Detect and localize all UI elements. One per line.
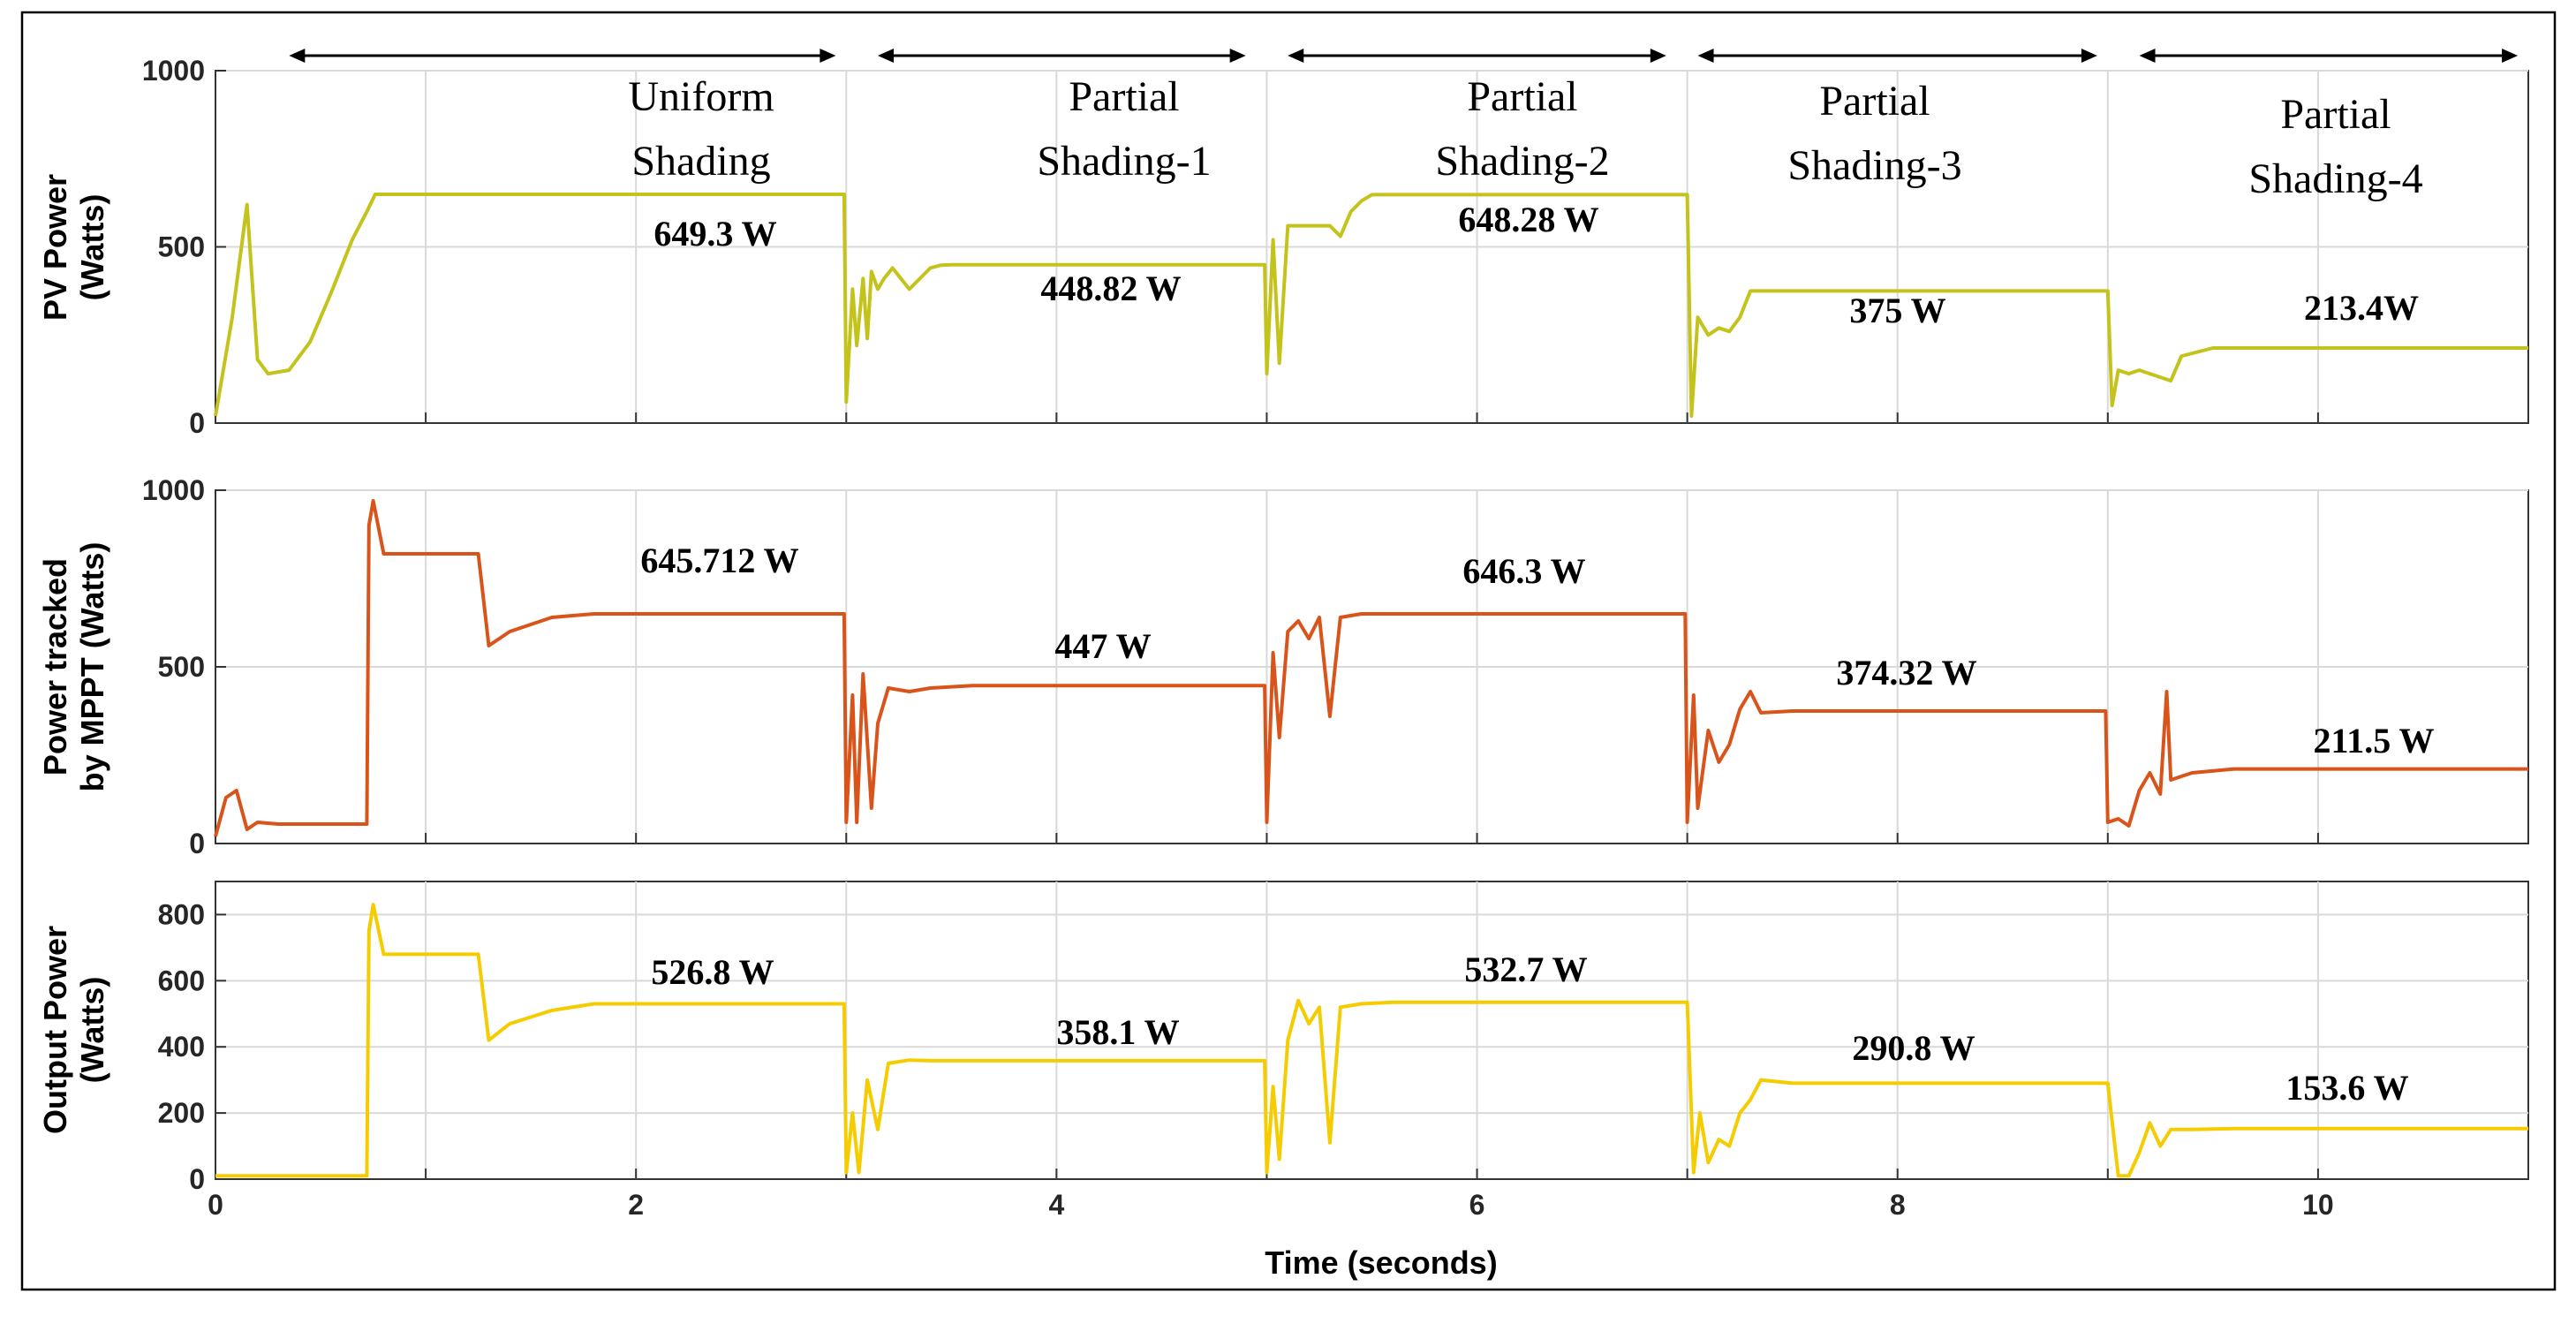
pv-power-value-partial-2: 648.28 W (1458, 200, 1598, 239)
output-power-xtick-label: 2 (628, 1189, 644, 1221)
pv-power-panel: 0 500 1000 PV Power (Watts) Uniform Shadin… (37, 49, 2529, 439)
output-power-ytick-label: 600 (158, 965, 205, 996)
mppt-power-ylabel-line-1: Power tracked (37, 558, 73, 775)
mppt-power-ytick-label: 0 (189, 828, 205, 859)
region-label-partial-4-line-2: Shading-4 (2248, 155, 2422, 202)
mppt-power-value-uniform: 645.712 W (640, 541, 798, 580)
output-power-ytick-label: 800 (158, 898, 205, 930)
mppt-power-grid (215, 489, 2528, 844)
region-arrow-head-right (820, 49, 836, 63)
output-power-grid (215, 881, 2528, 1179)
region-arrow-head-right (2502, 49, 2519, 63)
pv-power-ytick-label: 0 (189, 407, 205, 439)
region-labels: Uniform Shading Partial Shading-1 Partia… (628, 73, 2422, 202)
mppt-power-ticks: 0 500 1000 (142, 474, 2529, 859)
region-arrow-head-left (1288, 49, 1304, 63)
pv-power-value-partial-1: 448.82 W (1040, 269, 1181, 308)
output-power-xtick-label: 4 (1048, 1189, 1064, 1221)
output-power-xtick-label: 8 (1890, 1189, 1906, 1221)
pv-power-value-partial-3: 375 W (1849, 291, 1945, 330)
pv-power-ylabel-line-1: PV Power (37, 174, 73, 321)
output-power-ytick-label: 400 (158, 1031, 205, 1063)
output-power-value-uniform: 526.8 W (651, 952, 774, 992)
mppt-power-value-labels: 645.712 W 447 W 646.3 W 374.32 W 211.5 W (640, 541, 2434, 760)
region-arrow-head-right (1650, 49, 1666, 63)
mppt-power-panel: 0 500 1000 Power tracked by MPPT (Watts) 6… (37, 474, 2529, 859)
pv-power-ytick-label: 500 (158, 231, 205, 263)
region-label-partial-1-line-1: Partial (1069, 73, 1179, 120)
output-power-xtick-label: 6 (1469, 1189, 1485, 1221)
pv-power-ytick-label: 1000 (142, 55, 205, 87)
region-arrow-head-left (877, 49, 894, 63)
mppt-power-value-partial-4: 211.5 W (2313, 721, 2434, 760)
pv-power-value-partial-4: 213.4W (2304, 288, 2419, 328)
output-power-value-labels: 526.8 W 358.1 W 532.7 W 290.8 W 153.6 W (651, 949, 2408, 1108)
region-arrows (289, 49, 2519, 63)
region-label-partial-4-line-1: Partial (2280, 91, 2391, 138)
pv-power-value-uniform: 649.3 W (653, 214, 776, 253)
region-arrow-head-right (2081, 49, 2097, 63)
mppt-power-ylabel: Power tracked by MPPT (Watts) (37, 542, 110, 792)
output-power-value-partial-4: 153.6 W (2285, 1068, 2408, 1108)
output-power-axes (215, 881, 2529, 1180)
output-power-ylabel: Output Power (Watts) (37, 926, 110, 1134)
mppt-power-ytick-label: 500 (158, 651, 205, 683)
mppt-power-series-line (214, 499, 2528, 837)
pv-power-ticks: 0 500 1000 (142, 55, 2529, 439)
mppt-power-value-partial-2: 646.3 W (1462, 551, 1585, 591)
region-label-partial-3-line-2: Shading-3 (1787, 142, 1961, 189)
output-power-panel: 0 200 400 600 800 0 2 4 6 8 10 Output Power (Watts… (37, 881, 2529, 1281)
pv-power-ylabel: PV Power (Watts) (37, 174, 110, 321)
region-arrow-head-left (2139, 49, 2156, 63)
region-label-partial-2-line-2: Shading-2 (1435, 138, 1609, 185)
output-power-ytick-label: 0 (189, 1163, 205, 1195)
region-label-uniform-line-2: Shading (631, 138, 770, 185)
output-power-xtick-label: 0 (208, 1189, 223, 1221)
pv-power-ylabel-line-2: (Watts) (74, 194, 110, 301)
output-power-ticks: 0 200 400 600 800 0 2 4 6 8 10 (158, 898, 2529, 1221)
mppt-power-ylabel-line-2: by MPPT (Watts) (74, 542, 110, 792)
region-label-uniform-line-1: Uniform (628, 73, 774, 120)
x-axis-label: Time (seconds) (1265, 1245, 1497, 1281)
output-power-ylabel-line-1: Output Power (37, 926, 73, 1134)
output-power-value-partial-3: 290.8 W (1852, 1028, 1975, 1068)
region-arrow-head-right (1229, 49, 1246, 63)
region-label-partial-3-line-1: Partial (1819, 78, 1930, 125)
region-arrow-head-left (1697, 49, 1714, 63)
output-power-series-line (215, 903, 2528, 1178)
region-label-partial-2-line-1: Partial (1467, 73, 1577, 120)
pv-power-value-labels: 649.3 W 448.82 W 648.28 W 375 W 213.4W (653, 200, 2419, 330)
region-arrow-head-left (289, 49, 306, 63)
output-power-ylabel-line-2: (Watts) (74, 977, 110, 1084)
mppt-power-ytick-label: 1000 (142, 474, 205, 506)
output-power-trace (215, 903, 2528, 1178)
mppt-power-value-partial-1: 447 W (1054, 626, 1151, 666)
pv-power-trace (214, 193, 2528, 418)
output-power-xtick-label: 10 (2302, 1189, 2334, 1221)
region-label-partial-1-line-2: Shading-1 (1037, 138, 1211, 185)
output-power-ytick-label: 200 (158, 1097, 205, 1129)
output-power-value-partial-1: 358.1 W (1056, 1012, 1179, 1052)
mppt-power-trace (214, 499, 2528, 837)
mppt-power-value-partial-3: 374.32 W (1836, 653, 1976, 692)
output-power-value-partial-2: 532.7 W (1464, 949, 1587, 989)
pv-power-series-line (214, 193, 2528, 418)
